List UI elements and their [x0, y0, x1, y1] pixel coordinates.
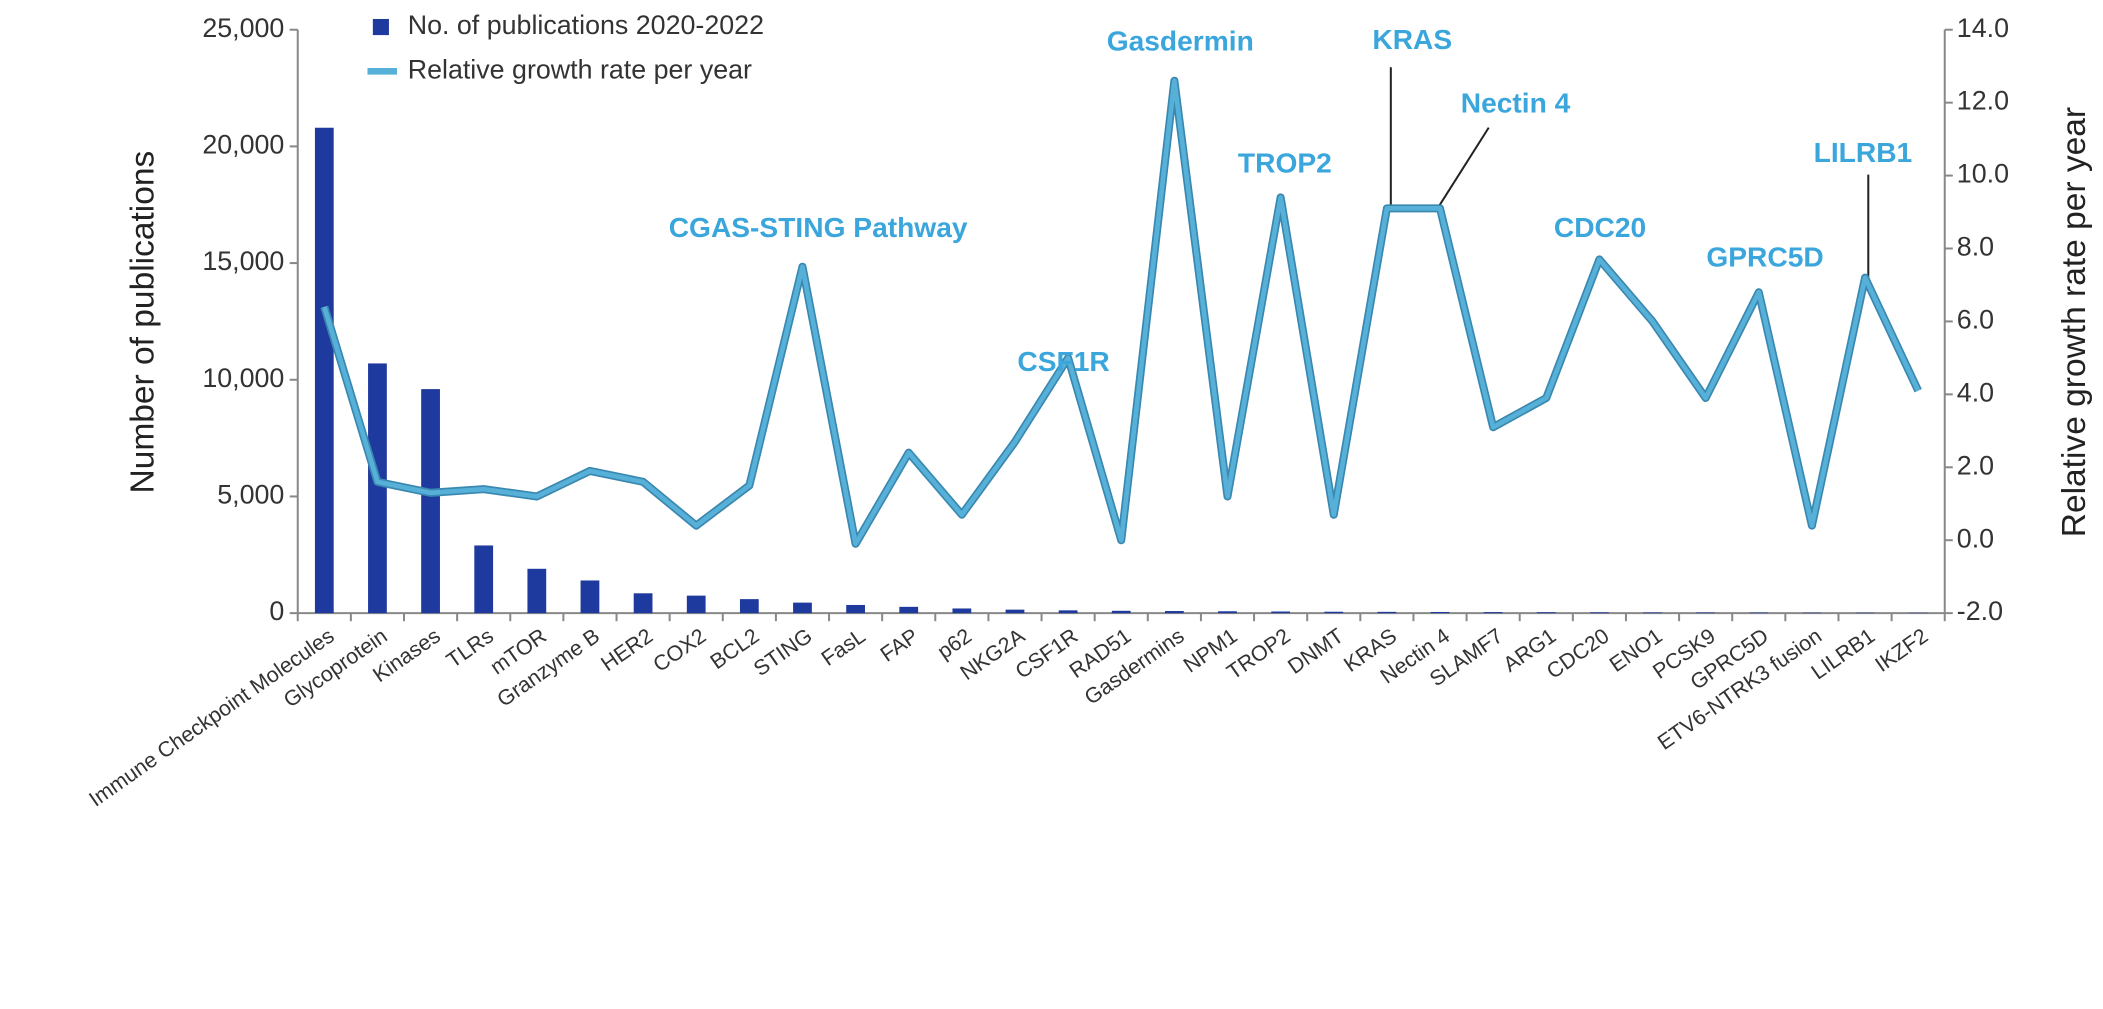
- bar: [846, 604, 865, 614]
- annotation: LILRB1: [1814, 137, 1913, 168]
- y2-tick-label: 6.0: [1957, 305, 1994, 335]
- bar: [1058, 610, 1078, 614]
- annotation: TROP2: [1238, 148, 1332, 179]
- bar: [633, 593, 653, 614]
- bar: [1164, 611, 1184, 614]
- x-tick-label: COX2: [649, 624, 711, 677]
- bar: [1643, 612, 1662, 614]
- y-tick-label: 15,000: [202, 246, 284, 276]
- y2-tick-label: 14.0: [1957, 13, 2009, 43]
- y2-tick-label: 2.0: [1957, 450, 1994, 480]
- bar: [1111, 610, 1131, 614]
- bar: [1696, 612, 1716, 614]
- bar: [1324, 611, 1344, 614]
- y2-axis-label: Relative growth rate per year: [2056, 107, 2093, 537]
- bar: [952, 608, 972, 614]
- y-tick-label: 5,000: [217, 480, 284, 510]
- x-tick-label: FAP: [876, 624, 923, 667]
- leader-line: [1436, 127, 1490, 209]
- bar: [1005, 609, 1025, 614]
- y-axis-label: Number of publications: [125, 151, 162, 494]
- bar: [686, 595, 706, 614]
- bar: [1590, 612, 1609, 614]
- y-tick-label: 0: [269, 596, 284, 626]
- line-outline: [320, 76, 1922, 548]
- y-tick-label: 25,000: [202, 13, 284, 43]
- x-tick-label: STING: [749, 624, 816, 681]
- bar: [368, 363, 387, 614]
- legend-label: Relative growth rate per year: [408, 54, 752, 84]
- bar: [899, 606, 919, 614]
- annotation: CDC20: [1554, 212, 1646, 243]
- x-tick-label: HER2: [597, 624, 658, 676]
- y-tick-label: 10,000: [202, 363, 284, 393]
- bar: [793, 602, 812, 614]
- x-tick-label: Immune Checkpoint Molecules: [85, 624, 339, 812]
- y2-tick-label: 8.0: [1957, 232, 1994, 262]
- bar: [1536, 612, 1556, 614]
- annotation: KRAS: [1372, 24, 1452, 55]
- bar: [421, 389, 440, 614]
- y-tick-label: 20,000: [202, 129, 284, 159]
- annotation: GPRC5D: [1706, 241, 1823, 272]
- bar: [474, 545, 494, 614]
- x-tick-label: FasL: [817, 624, 870, 671]
- annotation: Nectin 4: [1461, 87, 1571, 118]
- y2-tick-label: 12.0: [1957, 86, 2009, 116]
- y2-tick-label: -2.0: [1957, 596, 2003, 626]
- legend-label: No. of publications 2020-2022: [408, 10, 764, 40]
- line: [322, 78, 1921, 547]
- y2-tick-label: 0.0: [1957, 523, 1994, 553]
- y2-tick-label: 4.0: [1957, 377, 1994, 407]
- bar: [1271, 611, 1291, 614]
- bar: [1377, 611, 1397, 614]
- bar: [739, 599, 759, 614]
- y2-tick-label: 10.0: [1957, 159, 2009, 189]
- annotation: Gasdermin: [1107, 26, 1254, 57]
- x-tick-label: DNMT: [1283, 624, 1347, 679]
- bar: [527, 568, 547, 614]
- bar: [1430, 611, 1450, 614]
- legend-swatch: [372, 18, 389, 36]
- x-tick-label: IKZF2: [1871, 624, 1933, 677]
- annotation: CSF1R: [1017, 346, 1109, 377]
- bar: [1218, 611, 1237, 614]
- bar: [1483, 612, 1503, 614]
- bar: [1749, 612, 1769, 614]
- bar: [314, 127, 334, 614]
- annotation: CGAS-STING Pathway: [669, 212, 968, 243]
- bar: [580, 580, 600, 614]
